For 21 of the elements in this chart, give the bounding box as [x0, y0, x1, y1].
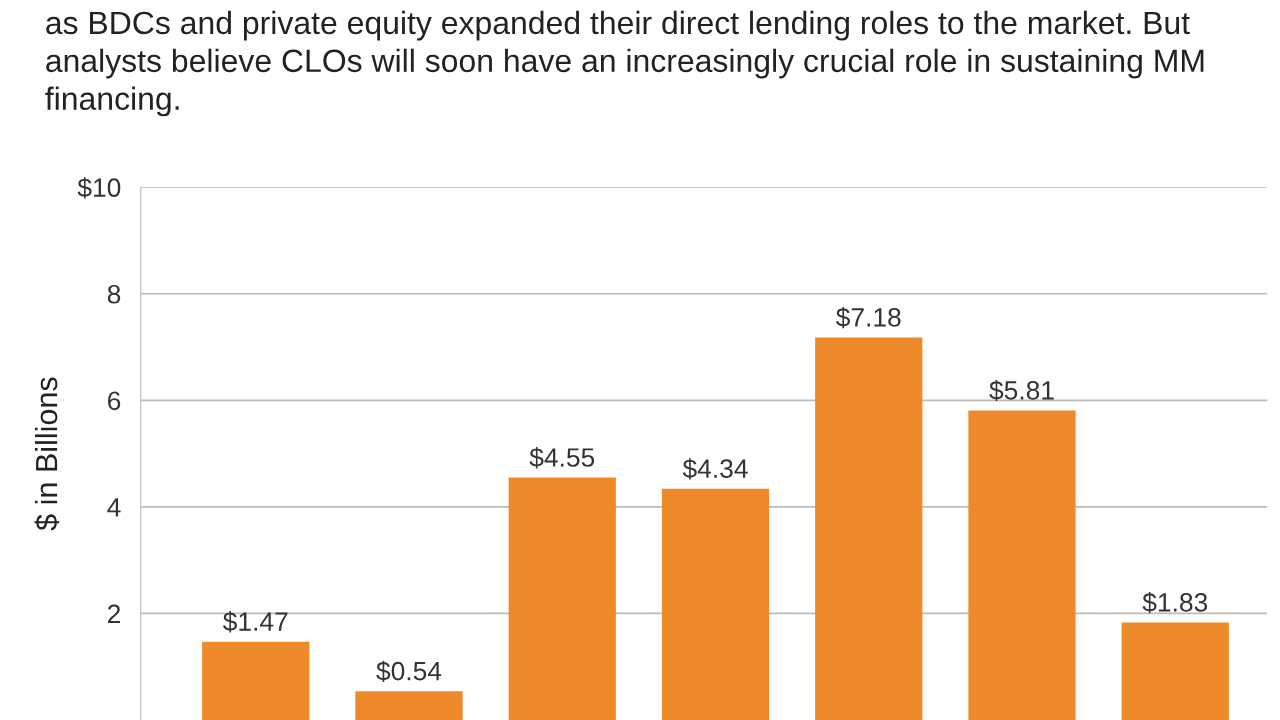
y-tick-label: 4 [107, 498, 121, 517]
data-label: $0.54 [376, 660, 442, 683]
y-tick-label: $10 [77, 177, 121, 199]
bar [202, 641, 310, 720]
bar [508, 477, 616, 720]
data-label: $1.83 [1142, 591, 1208, 614]
y-tick-label: 6 [108, 391, 121, 411]
bar [661, 488, 770, 720]
data-label: $5.81 [989, 379, 1054, 402]
data-label: $4.34 [682, 458, 748, 480]
bar [355, 691, 463, 720]
bar [968, 410, 1076, 720]
y-tick-label: 2 [108, 604, 121, 623]
bar [815, 337, 923, 720]
chart-subtitle: as BDCs and private equity expanded their direct lending roles to the market. But analysts believe CLOs will soon have an increasingly crucial role in sustaining MM financing. [45, 10, 1204, 117]
y-axis-title: $ in Billions [34, 377, 60, 531]
y-tick-label: 8 [107, 284, 121, 304]
data-label: $1.47 [223, 611, 288, 633]
data-label: $7.18 [836, 306, 901, 329]
bar [1121, 622, 1229, 720]
data-label: $4.55 [529, 447, 595, 469]
